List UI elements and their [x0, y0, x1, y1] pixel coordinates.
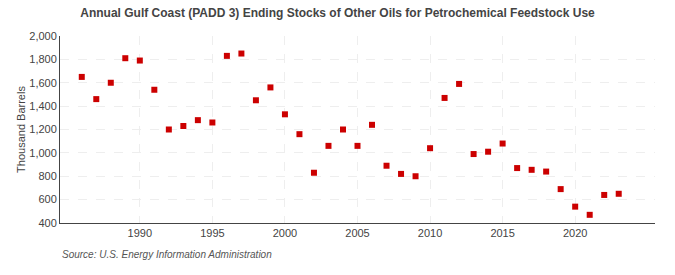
svg-text:1,600: 1,600 — [29, 77, 57, 89]
svg-text:2015: 2015 — [490, 227, 514, 239]
svg-text:1,000: 1,000 — [29, 147, 57, 159]
svg-text:2010: 2010 — [418, 227, 442, 239]
svg-text:800: 800 — [38, 170, 56, 182]
svg-text:Thousand Barrels: Thousand Barrels — [15, 86, 27, 173]
svg-text:1995: 1995 — [200, 227, 224, 239]
svg-text:400: 400 — [38, 217, 56, 229]
svg-text:Source: U.S. Energy Informatio: Source: U.S. Energy Information Administ… — [62, 249, 272, 260]
svg-text:600: 600 — [38, 193, 56, 205]
svg-text:2,000: 2,000 — [29, 30, 57, 42]
svg-text:1,400: 1,400 — [29, 100, 57, 112]
svg-text:2000: 2000 — [273, 227, 297, 239]
svg-text:1,200: 1,200 — [29, 123, 57, 135]
svg-text:1,800: 1,800 — [29, 53, 57, 65]
svg-text:1990: 1990 — [128, 227, 152, 239]
svg-text:2020: 2020 — [563, 227, 587, 239]
svg-text:Annual Gulf Coast (PADD 3) End: Annual Gulf Coast (PADD 3) Ending Stocks… — [80, 6, 595, 20]
svg-text:2005: 2005 — [345, 227, 369, 239]
